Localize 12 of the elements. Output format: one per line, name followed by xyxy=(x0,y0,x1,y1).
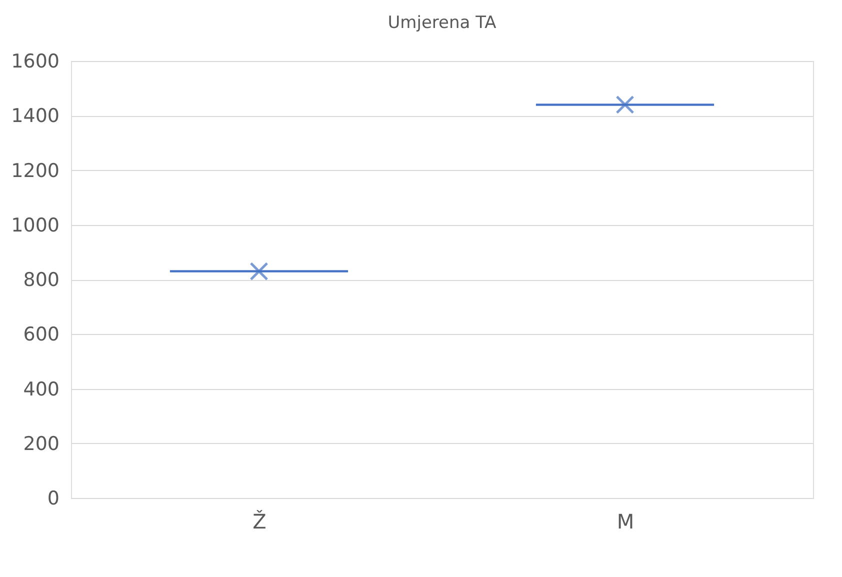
y-tick-label: 400 xyxy=(23,378,60,400)
x-tick-label: Ž xyxy=(252,510,266,534)
y-tick-label: 1600 xyxy=(11,50,60,72)
y-tick-label: 1200 xyxy=(11,160,60,182)
y-tick-label: 600 xyxy=(23,324,60,346)
y-tick-label: 1400 xyxy=(11,105,60,128)
y-tick-label: 1000 xyxy=(11,214,60,236)
y-tick-label: 0 xyxy=(47,488,60,510)
y-tick-label: 200 xyxy=(23,432,60,455)
y-tick-label: 800 xyxy=(23,269,60,291)
x-tick-label: M xyxy=(616,510,634,534)
chart-title: Umjerena TA xyxy=(388,13,497,33)
